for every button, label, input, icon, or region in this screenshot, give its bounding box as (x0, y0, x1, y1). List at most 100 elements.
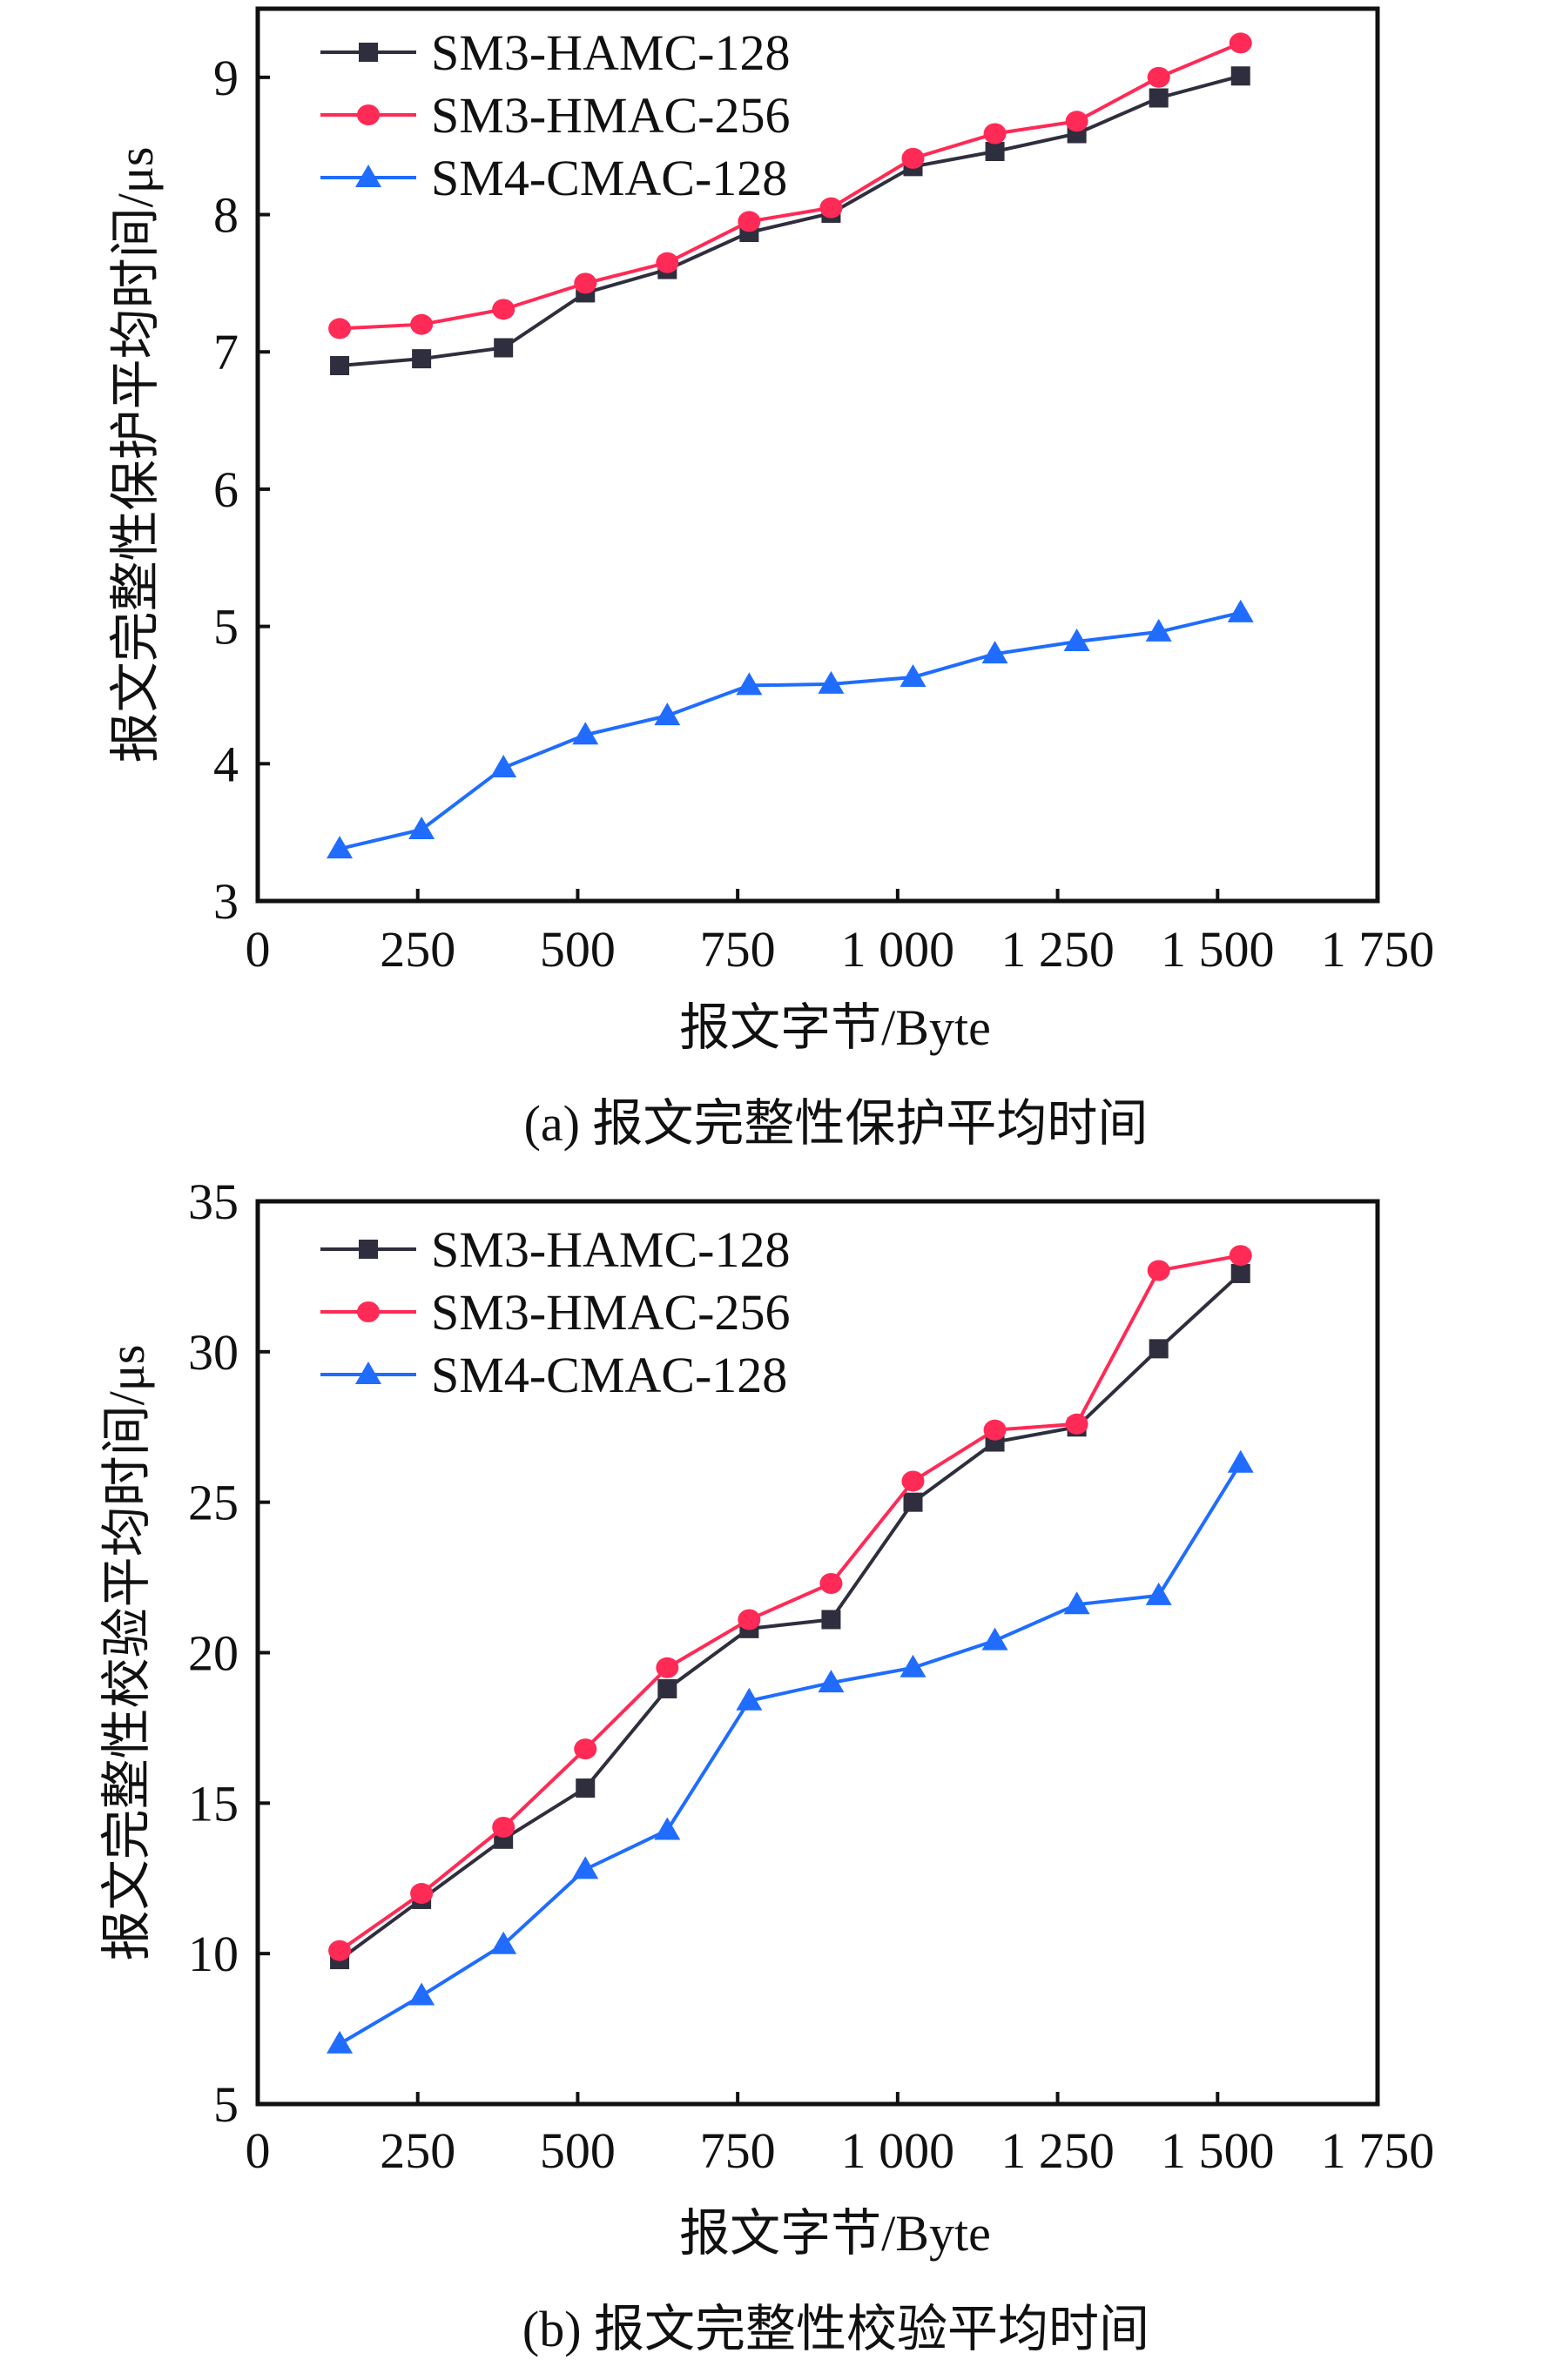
data-point (900, 663, 926, 687)
x-axis-title: 报文字节/Byte (679, 2205, 991, 2262)
data-point (1147, 66, 1170, 88)
series-sm3-hmac-256 (328, 1245, 1252, 1961)
data-point (981, 641, 1008, 664)
x-tick-label: 750 (700, 2122, 776, 2179)
x-tick-label: 750 (700, 921, 776, 978)
series-line (339, 41, 1242, 331)
data-point (1145, 618, 1172, 642)
data-point (574, 1738, 597, 1760)
legend-label: SM4-CMAC-128 (431, 1347, 787, 1403)
series-line (339, 610, 1242, 851)
data-point (574, 272, 597, 294)
data-point (821, 1610, 841, 1630)
data-point (490, 1931, 517, 1954)
x-tick-label: 250 (380, 2122, 455, 2179)
x-tick-label: 1 750 (1321, 2122, 1435, 2179)
data-point (1229, 32, 1252, 54)
data-point (1147, 1260, 1170, 1281)
legend-label: SM3-HMAC-256 (431, 1284, 791, 1341)
data-point (330, 356, 350, 375)
chart-a-svg: 0 250 500 750 1 000 1 250 1 500 1 750 3 4 5 6 7 8 9 报文字… (107, 6, 1435, 1152)
legend-item: SM3-HAMC-128 (320, 1221, 791, 1278)
y-tick-label: 9 (213, 50, 239, 106)
data-point (738, 211, 761, 232)
x-tick-label: 0 (246, 2122, 271, 2179)
y-tick-label: 3 (213, 873, 239, 930)
legend-marker-circle-icon (357, 1301, 380, 1322)
data-point (738, 1609, 761, 1630)
data-point (818, 1670, 845, 1693)
data-point (983, 1419, 1007, 1441)
data-point (903, 1492, 923, 1512)
data-point (1149, 1339, 1169, 1359)
data-point (408, 817, 435, 839)
x-tick-label: 1 250 (1001, 921, 1115, 978)
y-tick-label: 6 (213, 461, 239, 518)
data-point (328, 1940, 352, 1961)
legend-label: SM3-HMAC-256 (431, 87, 791, 144)
legend-item: SM4-CMAC-128 (320, 150, 787, 206)
legend-marker-triangle-icon (355, 1361, 381, 1384)
plot-frame (255, 6, 1380, 904)
legend-marker-square-icon (359, 1240, 378, 1259)
y-tick-label: 20 (188, 1625, 239, 1682)
series-line (338, 1254, 1242, 1953)
x-tick-label: 250 (380, 921, 455, 978)
data-point (327, 2030, 354, 2054)
legend-marker-circle-icon (357, 104, 380, 125)
y-tick-label: 7 (213, 324, 239, 380)
data-point (1230, 1263, 1250, 1283)
data-point (736, 1687, 763, 1711)
data-point (1145, 1582, 1172, 1605)
series-line (339, 74, 1242, 367)
legend-item: SM3-HMAC-256 (320, 1284, 791, 1341)
data-point (1063, 628, 1090, 651)
data-point (1230, 66, 1250, 86)
data-point (1065, 111, 1088, 132)
data-point (494, 338, 514, 358)
data-point (656, 1657, 679, 1678)
chart-b-svg: 0 250 500 750 1 000 1 250 1 500 1 750 5 10 15 20 25 3… (98, 1173, 1435, 2357)
y-axis-title: 报文完整性校验平均时间/μs (98, 1345, 155, 1961)
y-tick-label: 30 (188, 1324, 239, 1381)
series-line (338, 1272, 1243, 1961)
legend-item: SM4-CMAC-128 (320, 1347, 787, 1403)
series-line (339, 1462, 1243, 2046)
data-point (327, 836, 354, 859)
series-sm4-cmac-128 (327, 599, 1254, 859)
data-point (901, 1470, 925, 1492)
x-tick-label: 1 500 (1161, 921, 1275, 978)
x-axis-title: 报文字节/Byte (679, 999, 991, 1056)
data-point (410, 1883, 434, 1905)
data-point (1227, 599, 1254, 622)
data-point (981, 1627, 1008, 1651)
x-tick-label: 1 750 (1321, 921, 1435, 978)
data-point (1065, 1413, 1088, 1435)
data-point (983, 123, 1007, 145)
y-tick-label: 35 (188, 1175, 239, 1230)
series-sm3-hmac-256 (328, 32, 1252, 340)
data-point (1149, 88, 1169, 108)
data-point (819, 1572, 843, 1594)
data-point (901, 147, 925, 169)
x-tick-label: 1 250 (1001, 2122, 1115, 2179)
y-tick-label: 5 (213, 599, 239, 656)
legend-label: SM4-CMAC-128 (431, 150, 787, 206)
data-point (412, 349, 432, 369)
data-point (328, 318, 352, 340)
data-point (1227, 1449, 1254, 1473)
data-point (654, 1817, 681, 1840)
legend-label: SM3-HAMC-128 (431, 1221, 791, 1278)
chart-panel-a: 0 250 500 750 1 000 1 250 1 500 1 750 3 4 5 6 7 8 9 报文字… (0, 0, 1543, 1175)
data-point (1229, 1245, 1252, 1267)
data-point (572, 722, 599, 745)
data-point (654, 703, 681, 726)
legend-item: SM3-HMAC-256 (320, 87, 791, 144)
chart-panel-b: 0 250 500 750 1 000 1 250 1 500 1 750 5 10 15 20 25 3… (0, 1173, 1543, 2376)
chart-caption: (a) 报文完整性保护平均时间 (524, 1095, 1149, 1152)
series-sm4-cmac-128 (327, 1449, 1254, 2054)
x-tick-label: 500 (540, 921, 616, 978)
legend-item: SM3-HAMC-128 (320, 24, 791, 81)
data-point (819, 197, 843, 219)
y-axis-title: 报文完整性保护平均时间/μs (107, 147, 164, 763)
